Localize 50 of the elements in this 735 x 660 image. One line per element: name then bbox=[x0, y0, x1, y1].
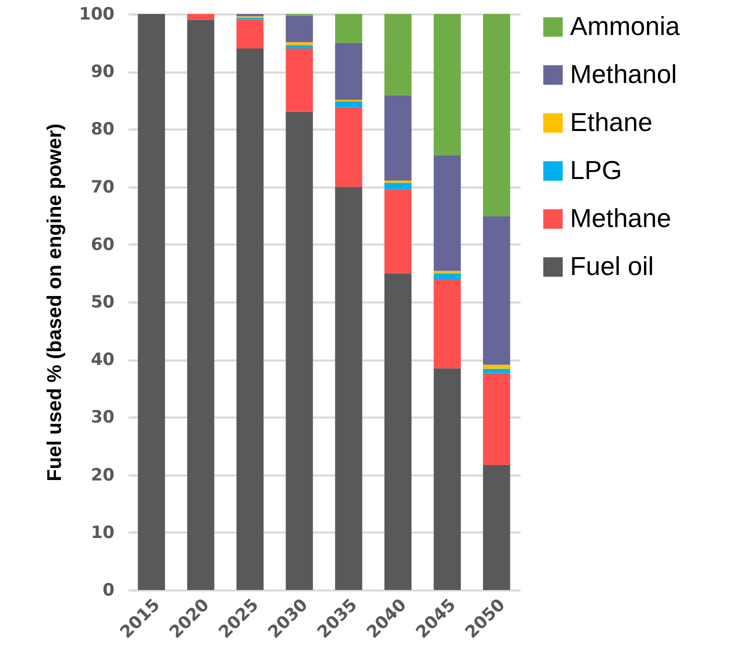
y-axis-title: Fuel used % (based on engine power) bbox=[44, 124, 66, 482]
bar bbox=[434, 155, 461, 271]
y-tick-label: 70 bbox=[90, 177, 115, 198]
bar bbox=[384, 14, 412, 96]
y-tick-label: 100 bbox=[79, 4, 115, 24]
y-tick-label: 90 bbox=[90, 62, 115, 82]
bar bbox=[384, 95, 412, 180]
legend-label: Ethane bbox=[570, 107, 652, 137]
bar bbox=[434, 368, 461, 590]
legend-label: Methanol bbox=[570, 59, 677, 89]
y-tick-label: 50 bbox=[90, 292, 115, 312]
bar bbox=[138, 14, 165, 590]
bar bbox=[483, 14, 510, 216]
bar bbox=[483, 364, 510, 369]
bar bbox=[236, 48, 264, 590]
bar bbox=[384, 189, 412, 274]
bar bbox=[335, 14, 362, 43]
bar bbox=[236, 20, 264, 49]
legend-label: LPG bbox=[570, 155, 622, 185]
bar bbox=[483, 373, 510, 466]
bar bbox=[335, 102, 362, 108]
legend-label: Ammonia bbox=[570, 11, 680, 41]
bar bbox=[434, 280, 461, 368]
bar bbox=[384, 273, 412, 590]
bar bbox=[434, 273, 461, 280]
bar bbox=[286, 112, 313, 590]
bar bbox=[286, 42, 313, 46]
y-tick-label: 30 bbox=[90, 408, 115, 428]
legend-label: Methane bbox=[570, 203, 672, 233]
bar bbox=[286, 48, 313, 112]
bar bbox=[483, 216, 510, 365]
bar bbox=[483, 465, 510, 590]
bar bbox=[286, 45, 313, 49]
y-tick-label: 60 bbox=[90, 234, 115, 255]
bar bbox=[187, 14, 214, 20]
bar bbox=[335, 42, 362, 100]
bar bbox=[335, 186, 362, 590]
bar bbox=[187, 20, 214, 590]
bar bbox=[483, 368, 510, 374]
y-tick-label: 0 bbox=[102, 580, 115, 600]
y-tick-label: 80 bbox=[90, 120, 115, 140]
legend-label: Fuel oil bbox=[570, 251, 654, 281]
y-tick-label: 20 bbox=[90, 465, 115, 486]
y-tick-label: 10 bbox=[90, 522, 115, 543]
bar bbox=[335, 107, 362, 187]
bar bbox=[434, 14, 461, 156]
bar bbox=[384, 182, 412, 190]
bar bbox=[384, 180, 412, 183]
y-tick-label: 40 bbox=[90, 350, 115, 370]
bar bbox=[286, 16, 313, 42]
